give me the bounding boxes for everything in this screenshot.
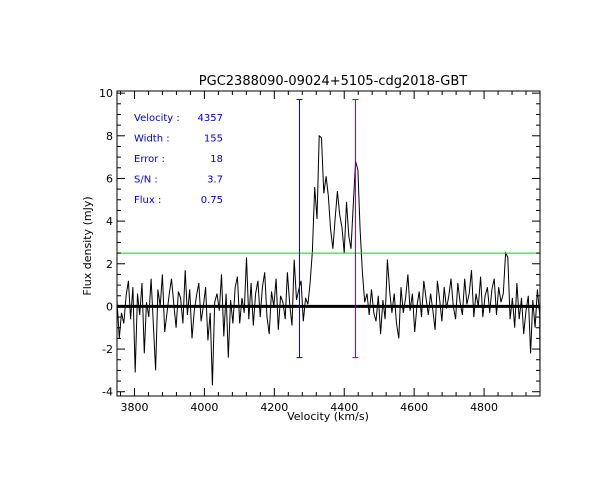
stat-value: 18	[210, 154, 223, 165]
plot-area: 3800 4000 4200 4400 4600 4800 -4 -2 0 2 4 6 8 10 Veloc…	[99, 87, 541, 414]
plot-frame	[116, 90, 541, 397]
stat-label: Error :	[134, 154, 165, 165]
x-tick-label: 4600	[400, 401, 428, 414]
stat-value: 155	[204, 134, 223, 145]
y-tick-label: -4	[102, 386, 113, 399]
stat-value: 3.7	[207, 175, 223, 186]
spectrum-line	[116, 134, 541, 386]
x-tick-label: 4400	[330, 401, 358, 414]
stat-value: 4357	[198, 113, 223, 124]
y-tick-label: 0	[106, 300, 113, 313]
stat-label: Flux :	[134, 195, 161, 206]
y-tick-label: -2	[102, 343, 113, 356]
y-tick-label: 4	[106, 215, 113, 228]
y-tick-label: 10	[99, 87, 113, 100]
x-tick-label: 4200	[260, 401, 288, 414]
x-tick-label: 4000	[190, 401, 218, 414]
y-axis-label: Flux density (mJy)	[81, 196, 94, 295]
stat-label: Velocity :	[134, 113, 180, 124]
x-tick-label: 3800	[120, 401, 148, 414]
y-tick-label: 2	[106, 258, 113, 271]
stat-label: Width :	[134, 134, 170, 145]
stat-label: S/N :	[134, 175, 158, 186]
chart-title: PGC2388090-09024+5105-cdg2018-GBT	[199, 74, 467, 89]
stat-value: 0.75	[201, 195, 223, 206]
x-tick-label: 4800	[470, 401, 498, 414]
y-tick-label: 6	[106, 172, 113, 185]
x-axis-label: Velocity (km/s)	[287, 410, 369, 423]
y-tick-label: 8	[106, 130, 113, 143]
